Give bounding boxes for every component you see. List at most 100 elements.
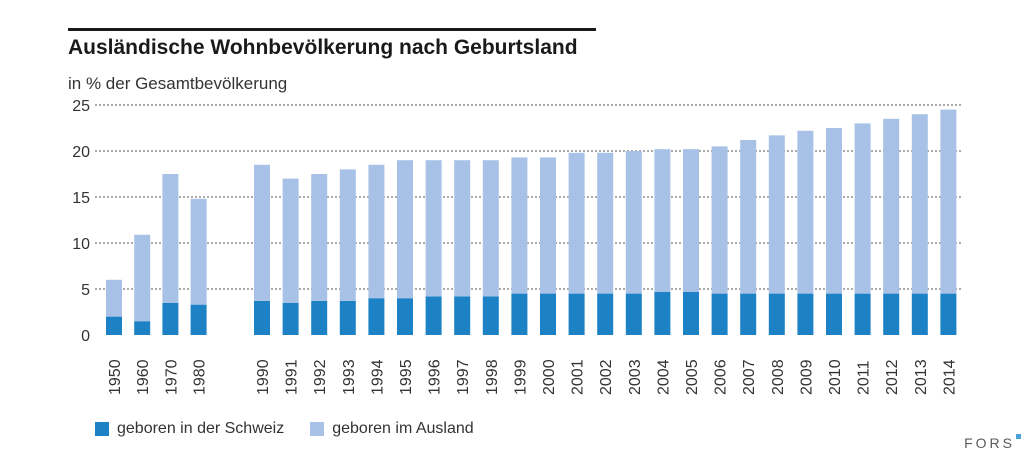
y-tick-label-20: 20 bbox=[72, 144, 90, 161]
bar-schweiz-1960 bbox=[134, 321, 151, 335]
bar-ausland-2003 bbox=[625, 151, 642, 294]
x-tick-label-1997: 1997 bbox=[455, 359, 472, 395]
bar-schweiz-1993 bbox=[339, 300, 356, 335]
bar-schweiz-1970 bbox=[162, 302, 179, 335]
bar-ausland-1990 bbox=[254, 164, 270, 301]
bar-ausland-2009 bbox=[797, 130, 814, 294]
bar-ausland-1960 bbox=[134, 234, 151, 322]
bar-schweiz-2011 bbox=[854, 293, 871, 335]
x-tick-label-1980: 1980 bbox=[192, 359, 209, 395]
bar-schweiz-2000 bbox=[540, 293, 556, 335]
x-tick-label-2005: 2005 bbox=[684, 359, 701, 395]
bar-ausland-1993 bbox=[339, 169, 356, 301]
bar-schweiz-1996 bbox=[425, 296, 442, 335]
x-tick-label-2007: 2007 bbox=[741, 359, 758, 395]
bar-ausland-2000 bbox=[540, 157, 556, 294]
bar-ausland-1970 bbox=[162, 174, 179, 303]
bar-ausland-1996 bbox=[425, 160, 442, 297]
x-tick-label-1998: 1998 bbox=[484, 359, 501, 395]
legend-item-ausland: geboren im Ausland bbox=[310, 420, 474, 438]
y-tick-label-25: 25 bbox=[72, 98, 90, 115]
bar-ausland-1991 bbox=[282, 178, 299, 303]
bar-schweiz-1998 bbox=[482, 296, 499, 335]
y-tick-label-5: 5 bbox=[81, 282, 90, 299]
legend-label-ausland: geboren im Ausland bbox=[332, 420, 474, 437]
x-tick-label-1996: 1996 bbox=[427, 359, 444, 395]
bar-ausland-2010 bbox=[826, 128, 842, 294]
bar-ausland-1995 bbox=[397, 160, 413, 299]
bar-ausland-2002 bbox=[597, 152, 614, 294]
y-tick-label-15: 15 bbox=[72, 190, 90, 207]
bar-ausland-1997 bbox=[454, 160, 471, 297]
bar-ausland-1950 bbox=[106, 279, 122, 317]
bar-ausland-2008 bbox=[768, 135, 785, 294]
x-tick-label-1994: 1994 bbox=[369, 359, 386, 395]
bar-ausland-1980 bbox=[190, 198, 207, 305]
bar-schweiz-1992 bbox=[311, 300, 328, 335]
x-tick-label-1990: 1990 bbox=[255, 359, 272, 395]
bar-ausland-2013 bbox=[911, 114, 928, 294]
bar-schweiz-1980 bbox=[190, 304, 207, 335]
x-tick-label-1995: 1995 bbox=[398, 359, 415, 395]
x-tick-label-2006: 2006 bbox=[713, 359, 730, 395]
bar-schweiz-2013 bbox=[911, 293, 928, 335]
bar-schweiz-1994 bbox=[368, 298, 385, 335]
x-tick-label-2004: 2004 bbox=[655, 359, 672, 395]
bar-schweiz-1950 bbox=[106, 316, 122, 335]
bar-schweiz-2009 bbox=[797, 293, 814, 335]
legend-swatch-ausland bbox=[310, 422, 325, 436]
bar-ausland-2005 bbox=[683, 149, 699, 292]
bar-schweiz-1995 bbox=[397, 298, 413, 335]
legend: geboren in der Schweiz geboren im Auslan… bbox=[95, 420, 500, 438]
brand-logo-mark bbox=[1016, 434, 1021, 439]
bar-schweiz-2008 bbox=[768, 293, 785, 335]
x-tick-label-1950: 1950 bbox=[107, 359, 124, 395]
legend-label-schweiz: geboren in der Schweiz bbox=[117, 420, 285, 437]
bar-schweiz-2007 bbox=[740, 293, 757, 335]
bar-ausland-2012 bbox=[883, 118, 900, 294]
x-tick-label-1960: 1960 bbox=[135, 359, 152, 395]
legend-swatch-schweiz bbox=[95, 422, 109, 436]
bar-schweiz-2012 bbox=[883, 293, 900, 335]
y-axis-unit-label: in % der Gesamtbevölkerung bbox=[68, 74, 288, 93]
x-tick-label-2012: 2012 bbox=[884, 359, 901, 395]
chart-title: Ausländische Wohnbevölkerung nach Geburt… bbox=[68, 36, 578, 59]
bar-schweiz-2010 bbox=[826, 293, 842, 335]
bar-ausland-1992 bbox=[311, 174, 328, 301]
bar-schweiz-1990 bbox=[254, 300, 270, 335]
bar-schweiz-2014 bbox=[940, 293, 957, 335]
bar-ausland-1994 bbox=[368, 164, 385, 299]
bar-schweiz-1999 bbox=[511, 293, 528, 335]
bar-schweiz-2005 bbox=[683, 291, 699, 335]
bar-schweiz-2006 bbox=[711, 293, 728, 335]
bar-ausland-2014 bbox=[940, 109, 957, 294]
bar-schweiz-2003 bbox=[625, 293, 642, 335]
x-tick-label-2001: 2001 bbox=[570, 359, 587, 395]
x-tick-label-2009: 2009 bbox=[798, 359, 815, 395]
x-tick-label-2008: 2008 bbox=[770, 359, 787, 395]
x-tick-label-2011: 2011 bbox=[856, 360, 873, 395]
legend-item-schweiz: geboren in der Schweiz bbox=[95, 420, 284, 438]
brand-logo-text: FORS bbox=[964, 435, 1015, 451]
bar-schweiz-2004 bbox=[654, 291, 671, 335]
y-tick-label-10: 10 bbox=[72, 236, 90, 253]
x-tick-label-1993: 1993 bbox=[341, 359, 358, 395]
bar-ausland-2004 bbox=[654, 149, 671, 292]
bar-ausland-1999 bbox=[511, 157, 528, 294]
x-tick-label-2013: 2013 bbox=[913, 359, 930, 395]
bar-ausland-2007 bbox=[740, 139, 757, 294]
x-tick-label-2010: 2010 bbox=[827, 359, 844, 395]
x-tick-label-1992: 1992 bbox=[312, 359, 329, 395]
bar-ausland-1998 bbox=[482, 160, 499, 297]
bar-ausland-2001 bbox=[568, 152, 585, 294]
x-tick-label-1999: 1999 bbox=[512, 359, 529, 395]
x-tick-label-2002: 2002 bbox=[598, 359, 615, 395]
bar-schweiz-2001 bbox=[568, 293, 585, 335]
bar-schweiz-2002 bbox=[597, 293, 614, 335]
title-rule bbox=[68, 28, 596, 31]
x-tick-label-2000: 2000 bbox=[541, 359, 558, 395]
bar-ausland-2006 bbox=[711, 146, 728, 294]
y-tick-label-0: 0 bbox=[81, 328, 90, 345]
x-tick-label-2003: 2003 bbox=[627, 359, 644, 395]
